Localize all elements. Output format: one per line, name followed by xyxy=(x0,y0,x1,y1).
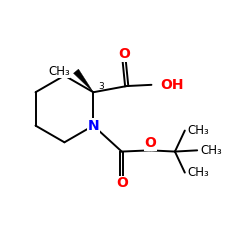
Text: 3: 3 xyxy=(98,82,104,90)
Polygon shape xyxy=(74,69,93,92)
Text: O: O xyxy=(144,136,156,150)
Text: N: N xyxy=(88,118,99,132)
Text: CH₃: CH₃ xyxy=(188,124,210,137)
Text: OH: OH xyxy=(160,78,184,92)
Text: O: O xyxy=(116,176,128,190)
Text: CH₃: CH₃ xyxy=(48,65,70,78)
Text: CH₃: CH₃ xyxy=(188,166,210,179)
Text: O: O xyxy=(118,48,130,62)
Text: CH₃: CH₃ xyxy=(200,144,222,157)
